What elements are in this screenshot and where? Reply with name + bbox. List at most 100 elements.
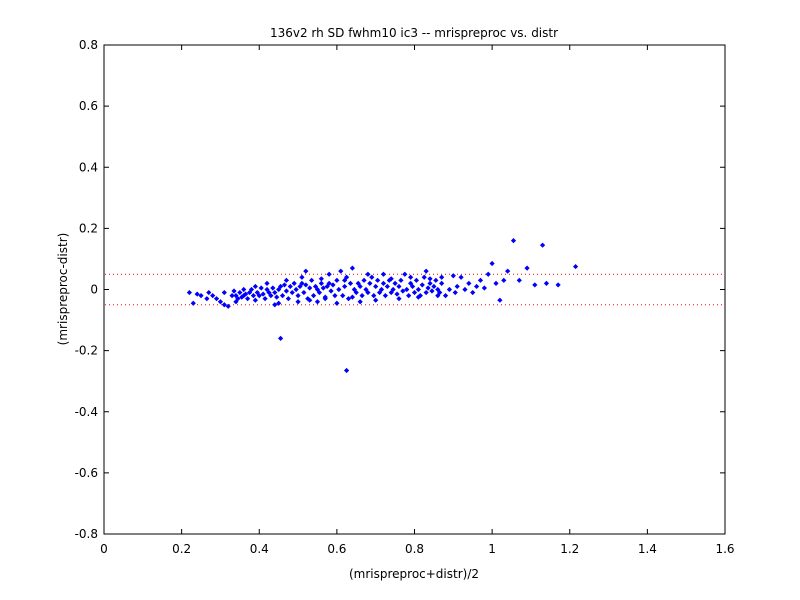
data-point xyxy=(349,265,355,271)
data-point xyxy=(489,260,495,267)
data-point xyxy=(417,293,423,299)
data-point xyxy=(404,286,410,293)
data-point xyxy=(231,288,237,294)
data-point xyxy=(326,271,332,277)
data-point xyxy=(470,289,476,296)
data-point xyxy=(233,299,239,305)
data-point xyxy=(446,286,453,293)
data-point xyxy=(340,293,346,299)
data-point xyxy=(357,299,363,305)
data-point xyxy=(314,299,321,305)
data-point xyxy=(245,296,251,302)
data-point xyxy=(505,268,511,274)
data-point xyxy=(217,299,224,305)
data-point xyxy=(349,294,355,300)
data-point xyxy=(392,280,398,286)
data-point xyxy=(246,289,253,296)
data-point xyxy=(357,283,363,290)
x-tick-label: 1.4 xyxy=(638,542,657,556)
data-point xyxy=(361,277,367,283)
data-point xyxy=(303,282,309,288)
data-point xyxy=(221,289,227,296)
data-point xyxy=(283,277,290,283)
data-point xyxy=(252,283,258,290)
data-point xyxy=(285,296,291,302)
data-point xyxy=(270,285,276,291)
data-point xyxy=(458,274,464,280)
data-point xyxy=(283,288,290,294)
data-point xyxy=(433,277,439,283)
data-point xyxy=(501,277,507,283)
data-point xyxy=(322,296,328,302)
x-tick-label: 0 xyxy=(100,542,108,556)
data-point xyxy=(332,293,338,299)
data-point xyxy=(250,293,257,299)
x-tick-label: 0.8 xyxy=(405,542,424,556)
data-point xyxy=(303,268,309,274)
data-point xyxy=(342,277,348,283)
data-point xyxy=(437,289,443,296)
data-point xyxy=(276,300,282,306)
data-point xyxy=(427,276,433,282)
data-point xyxy=(386,277,392,283)
data-point xyxy=(262,296,268,302)
data-point xyxy=(380,271,387,277)
data-point xyxy=(186,289,192,296)
data-point xyxy=(272,289,278,296)
data-points xyxy=(186,238,579,374)
data-point xyxy=(408,280,414,286)
data-point xyxy=(466,280,472,286)
data-point xyxy=(532,282,538,288)
data-point xyxy=(248,286,255,293)
data-point xyxy=(413,277,420,283)
data-point xyxy=(330,282,336,288)
data-point xyxy=(343,367,350,374)
data-point xyxy=(359,293,365,299)
data-point xyxy=(318,280,324,286)
data-point xyxy=(254,289,260,296)
data-point xyxy=(477,277,484,283)
data-point xyxy=(388,276,394,282)
data-point xyxy=(293,286,299,293)
data-point xyxy=(277,283,284,290)
data-point xyxy=(423,289,429,296)
data-point xyxy=(371,293,377,299)
y-tick-label: -0.2 xyxy=(75,344,98,358)
data-point xyxy=(572,263,579,270)
data-point xyxy=(316,289,323,296)
data-point xyxy=(291,280,297,286)
data-point xyxy=(272,302,278,308)
data-point xyxy=(454,283,460,290)
y-tick-label: 0 xyxy=(90,283,98,297)
data-point xyxy=(347,280,354,286)
data-point xyxy=(435,293,441,299)
data-point xyxy=(406,293,412,299)
data-point xyxy=(353,289,359,296)
data-point xyxy=(274,294,280,300)
data-point xyxy=(221,302,227,308)
data-point xyxy=(328,288,334,294)
y-tick-label: 0.6 xyxy=(79,99,98,113)
data-point xyxy=(268,293,274,299)
data-point xyxy=(243,291,249,297)
data-point xyxy=(198,293,204,299)
data-point xyxy=(213,296,220,302)
data-point xyxy=(336,286,342,293)
data-point xyxy=(301,289,307,296)
data-point xyxy=(419,282,425,288)
data-point xyxy=(295,299,301,305)
x-tick-label: 1.2 xyxy=(560,542,579,556)
chart-title: 136v2 rh SD fwhm10 ic3 -- mrispreproc vs… xyxy=(270,26,558,40)
data-point xyxy=(396,296,402,302)
data-point xyxy=(485,271,491,277)
y-tick-label: 0.8 xyxy=(79,38,98,52)
data-point xyxy=(237,289,243,296)
data-point xyxy=(390,286,396,293)
y-tick-label: -0.4 xyxy=(75,405,98,419)
data-point xyxy=(309,277,315,283)
data-point xyxy=(373,297,379,303)
data-point xyxy=(297,283,303,290)
data-point xyxy=(307,297,313,303)
data-point xyxy=(493,280,499,286)
